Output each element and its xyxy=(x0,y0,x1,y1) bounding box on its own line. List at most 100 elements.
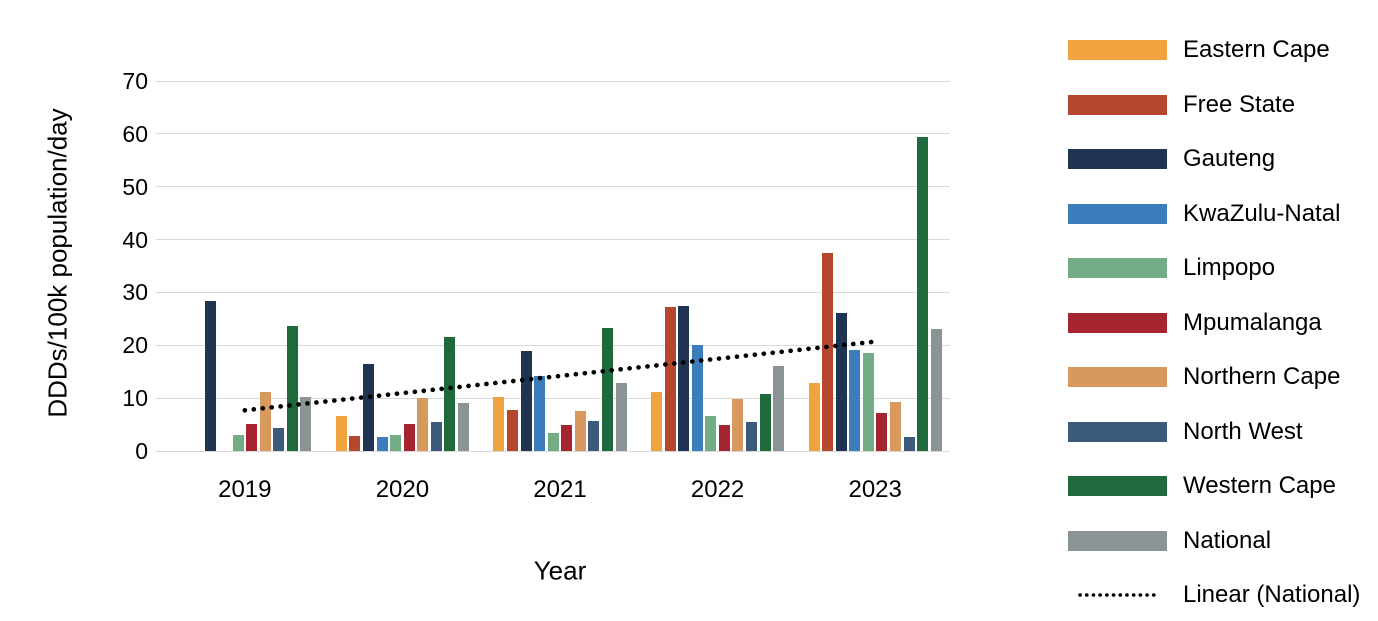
x-tick-label: 2019 xyxy=(218,476,272,503)
bar-western-cape-2021 xyxy=(601,328,613,451)
y-tick-label: 70 xyxy=(122,68,148,94)
legend-item-national: National xyxy=(1068,514,1368,569)
bar-national-2022 xyxy=(773,366,785,451)
legend-trendline-swatch xyxy=(1078,593,1160,598)
bar-limpopo-2021 xyxy=(547,433,559,451)
bar-gauteng-2022 xyxy=(678,305,690,451)
legend-item-gauteng: Gauteng xyxy=(1068,132,1368,187)
x-tick-label: 2022 xyxy=(690,476,745,503)
y-tick-label: 0 xyxy=(135,438,148,464)
bar-north-west-2020 xyxy=(430,422,442,451)
bar-north-west-2019 xyxy=(273,427,285,451)
legend-swatch xyxy=(1068,203,1167,224)
gridline xyxy=(156,80,950,82)
gridline xyxy=(156,239,950,241)
gridline xyxy=(156,450,950,452)
legend-swatch xyxy=(1068,40,1167,61)
bar-northern-cape-2023 xyxy=(890,402,902,451)
bar-northern-cape-2019 xyxy=(259,391,271,451)
bar-northern-cape-2022 xyxy=(732,398,744,451)
bar-national-2021 xyxy=(615,383,627,451)
legend-swatch xyxy=(1068,421,1167,442)
y-tick-label: 20 xyxy=(122,332,148,359)
legend-swatch xyxy=(1068,367,1167,388)
y-tick-label: 50 xyxy=(122,173,148,200)
legend: Eastern Cape Free State Gauteng KwaZulu-Nat… xyxy=(1068,23,1368,621)
bar-western-cape-2022 xyxy=(759,393,771,451)
gridline xyxy=(156,186,950,188)
bar-kwazulu-natal-2022 xyxy=(691,345,703,451)
bar-north-west-2023 xyxy=(903,437,915,451)
legend-swatch xyxy=(1068,258,1167,279)
bar-free-state-2021 xyxy=(507,409,519,451)
y-tick-label: 40 xyxy=(122,226,148,253)
bar-north-west-2021 xyxy=(588,420,600,451)
bar-national-2023 xyxy=(930,329,942,451)
legend-swatch xyxy=(1068,149,1167,170)
bar-mpumalanga-2019 xyxy=(246,423,258,451)
legend-swatch xyxy=(1068,94,1167,115)
legend-item-northern-cape: Northern Cape xyxy=(1068,350,1368,405)
legend-item-eastern-cape: Eastern Cape xyxy=(1068,23,1368,78)
bar-kwazulu-natal-2021 xyxy=(534,376,546,451)
bar-limpopo-2020 xyxy=(390,434,402,451)
bar-western-cape-2019 xyxy=(286,326,298,451)
bar-mpumalanga-2022 xyxy=(718,424,730,451)
legend-swatch xyxy=(1068,530,1167,551)
bar-free-state-2023 xyxy=(822,253,834,451)
bar-kwazulu-natal-2023 xyxy=(849,350,861,451)
bar-eastern-cape-2023 xyxy=(808,383,820,451)
bar-limpopo-2023 xyxy=(862,353,874,451)
legend-label: Limpopo xyxy=(1183,254,1276,282)
bar-national-2019 xyxy=(300,397,312,451)
legend-label: Northern Cape xyxy=(1183,363,1341,391)
y-tick-label: 30 xyxy=(122,279,148,306)
bar-eastern-cape-2021 xyxy=(493,396,505,451)
legend-label: Eastern Cape xyxy=(1183,36,1330,64)
bar-gauteng-2019 xyxy=(205,301,217,451)
bar-national-2020 xyxy=(457,402,469,451)
bar-northern-cape-2021 xyxy=(574,410,586,451)
bar-north-west-2022 xyxy=(746,422,757,451)
legend-item-western-cape: Western Cape xyxy=(1068,459,1368,514)
bar-mpumalanga-2020 xyxy=(403,423,415,451)
x-tick-label: 2023 xyxy=(848,476,902,503)
legend-swatch xyxy=(1068,312,1167,333)
bar-mpumalanga-2021 xyxy=(561,424,573,451)
bar-limpopo-2022 xyxy=(705,415,717,451)
bar-western-cape-2020 xyxy=(444,336,456,451)
legend-item-limpopo: Limpopo xyxy=(1068,241,1368,296)
legend-item-free-state: Free State xyxy=(1068,78,1368,133)
legend-item-linear-national: Linear (National) xyxy=(1068,568,1368,621)
legend-item-kwazulu-natal: KwaZulu-Natal xyxy=(1068,187,1368,242)
bar-kwazulu-natal-2020 xyxy=(376,436,388,451)
bar-gauteng-2023 xyxy=(835,313,847,451)
bar-mpumalanga-2023 xyxy=(876,412,888,451)
bar-gauteng-2020 xyxy=(363,364,374,451)
bar-free-state-2022 xyxy=(664,307,676,451)
bar-gauteng-2021 xyxy=(520,350,532,451)
legend-label: North West xyxy=(1183,417,1303,445)
legend-item-north-west: North West xyxy=(1068,405,1368,460)
bar-limpopo-2019 xyxy=(232,434,244,451)
gridline xyxy=(156,133,950,135)
y-axis-title: DDDs/100k population/day xyxy=(42,108,73,418)
legend-label: National xyxy=(1183,526,1272,554)
gridline xyxy=(156,291,950,293)
bar-eastern-cape-2022 xyxy=(651,391,663,451)
legend-label: KwaZulu-Natal xyxy=(1183,199,1341,227)
x-tick-label: 2020 xyxy=(375,476,430,503)
legend-label: Mpumalanga xyxy=(1183,308,1322,336)
bar-free-state-2020 xyxy=(349,436,361,451)
x-axis-title: Year xyxy=(533,555,587,586)
legend-swatch xyxy=(1068,476,1167,497)
legend-item-mpumalanga: Mpumalanga xyxy=(1068,296,1368,351)
bar-western-cape-2023 xyxy=(917,136,929,451)
bar-eastern-cape-2020 xyxy=(335,416,347,451)
legend-label: Gauteng xyxy=(1183,145,1276,173)
y-tick-label: 10 xyxy=(122,385,148,412)
bar-northern-cape-2020 xyxy=(417,397,429,451)
y-tick-label: 60 xyxy=(122,120,148,147)
x-tick-label: 2021 xyxy=(533,476,587,503)
